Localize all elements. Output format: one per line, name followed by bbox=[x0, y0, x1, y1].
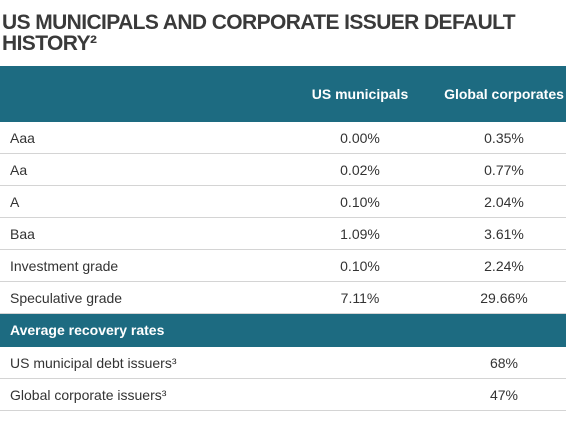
cell: 0.02% bbox=[340, 162, 380, 178]
row-label: Aa bbox=[10, 162, 28, 178]
row-label: US municipal debt issuers³ bbox=[10, 355, 177, 371]
table-row: Global corporate issuers³ 47% bbox=[0, 379, 566, 411]
table-row: Investment grade 0.10% 2.24% bbox=[0, 250, 566, 282]
row-label: Baa bbox=[10, 226, 35, 242]
column-header: Global corporates bbox=[444, 86, 564, 102]
table-row: Aa 0.02% 0.77% bbox=[0, 154, 566, 186]
row-label: Aaa bbox=[10, 130, 35, 146]
table-header: US municipals Global corporates bbox=[0, 66, 566, 122]
cell: 68% bbox=[489, 355, 519, 371]
cell: 0.77% bbox=[484, 162, 524, 178]
cell: 0.10% bbox=[340, 258, 380, 274]
section-header: Average recovery rates bbox=[0, 314, 566, 347]
cell: 0.00% bbox=[340, 130, 380, 146]
cell: 3.61% bbox=[484, 226, 524, 242]
table-row: Speculative grade 7.11% 29.66% bbox=[0, 282, 566, 314]
table-row: Baa 1.09% 3.61% bbox=[0, 218, 566, 250]
table-row: A 0.10% 2.04% bbox=[0, 186, 566, 218]
column-header: US municipals bbox=[311, 86, 409, 102]
cell: 29.66% bbox=[480, 290, 528, 306]
row-label: Investment grade bbox=[10, 258, 119, 274]
cell: 2.24% bbox=[484, 258, 524, 274]
table-row: Aaa 0.00% 0.35% bbox=[0, 122, 566, 154]
cell: 0.35% bbox=[484, 130, 524, 146]
title: US MUNICIPALS AND CORPORATE ISSUER DEFAU… bbox=[2, 11, 516, 55]
cell: 1.09% bbox=[340, 226, 380, 242]
row-label: Speculative grade bbox=[10, 290, 123, 306]
cell: 2.04% bbox=[484, 194, 524, 210]
cell: 7.11% bbox=[340, 290, 380, 306]
cell: 47% bbox=[489, 387, 519, 403]
table-row: US municipal debt issuers³ 68% bbox=[0, 347, 566, 379]
row-label: A bbox=[10, 194, 20, 210]
row-label: Global corporate issuers³ bbox=[10, 387, 167, 403]
cell: 0.10% bbox=[340, 194, 380, 210]
